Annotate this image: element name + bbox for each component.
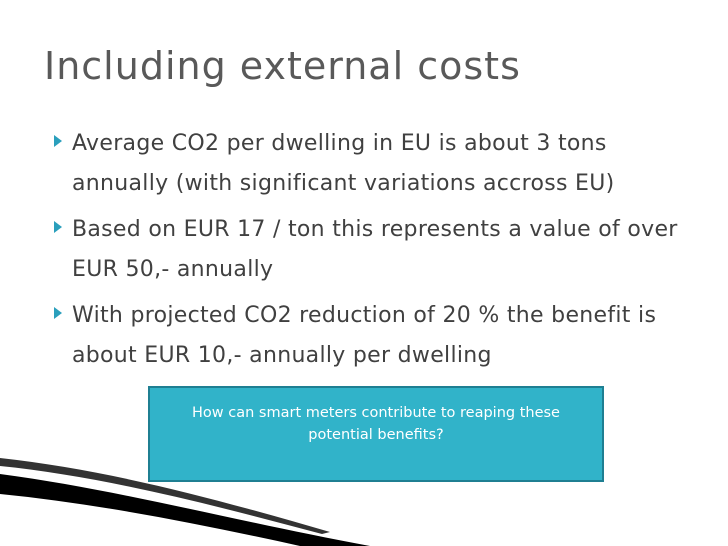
bullet-item: Based on EUR 17 / ton this represents a … <box>52 210 692 290</box>
callout-text: How can smart meters contribute to reapi… <box>192 405 560 443</box>
bullet-item: Average CO2 per dwelling in EU is about … <box>52 124 692 204</box>
callout-box: How can smart meters contribute to reapi… <box>148 386 604 482</box>
triangle-right-icon <box>54 135 62 147</box>
bullet-item: With projected CO2 reduction of 20 % the… <box>52 296 692 376</box>
decorative-swoosh <box>0 458 370 546</box>
bullet-text: Average CO2 per dwelling in EU is about … <box>72 131 615 196</box>
bullet-text: Based on EUR 17 / ton this represents a … <box>72 217 678 282</box>
triangle-right-icon <box>54 307 62 319</box>
bullet-list: Average CO2 per dwelling in EU is about … <box>52 124 692 382</box>
swoosh-line <box>0 458 330 534</box>
slide-title: Including external costs <box>44 44 521 88</box>
bullet-text: With projected CO2 reduction of 20 % the… <box>72 303 657 368</box>
triangle-right-icon <box>54 221 62 233</box>
swoosh-shape <box>0 474 370 546</box>
